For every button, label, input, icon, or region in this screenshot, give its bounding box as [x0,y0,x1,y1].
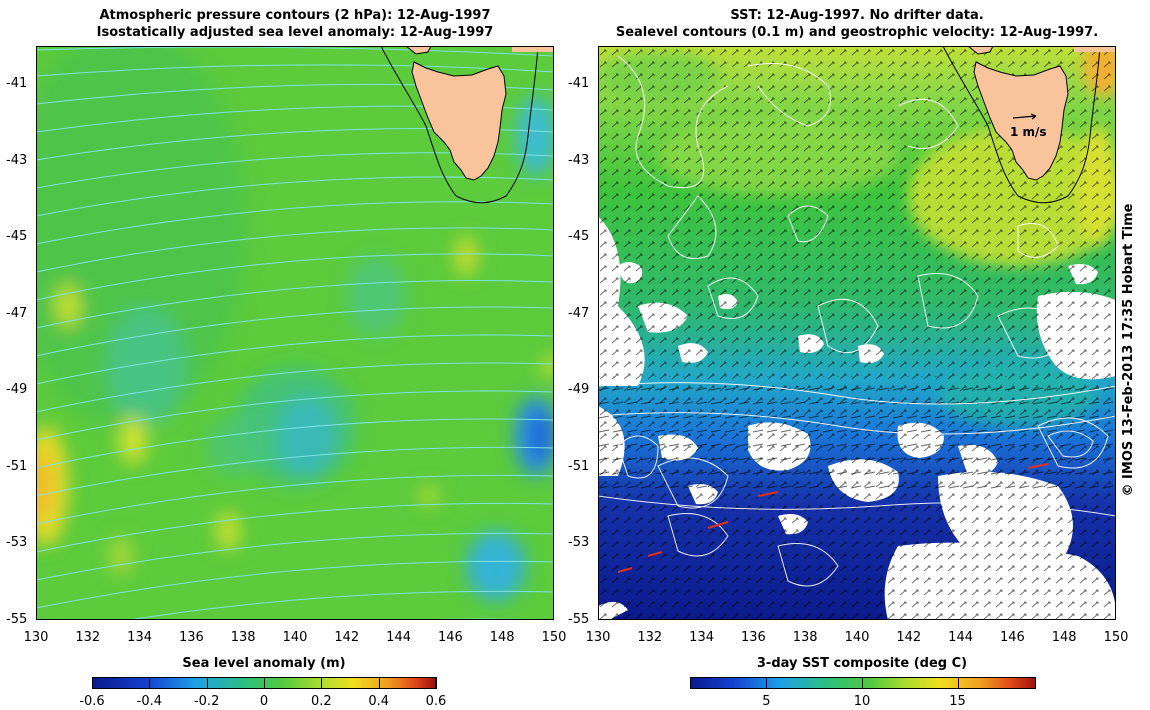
mainland-edge-right [967,46,994,55]
left-colorbar-tick-mark [436,677,437,689]
left-x-tick-label: 146 [437,630,463,645]
left-panel-title: Atmospheric pressure contours (2 hPa): 1… [36,7,554,41]
velocity-scale-arrow-icon [1012,113,1037,120]
sla-anomaly-patches [36,46,554,601]
sealevel-contours [598,55,1116,587]
left-colorbar-tick-mark [92,677,93,689]
left-title-line1: Atmospheric pressure contours (2 hPa): 1… [99,8,491,23]
left-colorbar-title: Sea level anomaly (m) [182,656,346,671]
right-colorbar-tick-label: 5 [762,694,771,709]
right-y-tick-label: -49 [568,382,590,398]
left-x-tick-label: 144 [386,630,411,645]
left-colorbar-tick-label: -0.2 [193,694,220,709]
right-x-tick-label: 130 [585,630,611,645]
left-x-tick-label: 130 [23,630,49,645]
right-x-tick-label: 142 [896,630,922,645]
mainland-edge-right-2 [1074,46,1116,52]
red-velocity-marks [617,463,1049,573]
left-colorbar-tick-label: -0.6 [79,694,105,709]
right-x-tick-label: 140 [844,630,870,645]
right-y-tick-label: -43 [568,152,590,168]
right-title-line1: SST: 12-Aug-1997. No drifter data. [730,8,984,23]
right-x-tick-label: 146 [999,630,1025,645]
velocity-arrows-strong [598,376,1116,496]
left-title-line2: Isostatically adjusted sea level anomaly… [96,25,494,40]
right-x-tick-label: 138 [792,630,818,645]
left-x-tick-label: 140 [282,630,308,645]
right-colorbar-tick-mark [862,677,863,689]
left-y-tick-label: -45 [6,229,28,245]
left-colorbar-tick-mark [149,677,151,689]
right-x-tick-label: 144 [948,630,973,645]
right-x-tick-label: 150 [1103,630,1129,645]
right-y-tick-label: -47 [568,305,590,321]
left-colorbar-tick-mark [206,677,208,689]
left-colorbar-tick-mark [321,677,323,689]
left-y-tick-label: -49 [6,382,28,398]
shelf-contour [380,46,539,204]
sea-level-anomaly-map[interactable] [36,46,554,620]
sst-map[interactable] [598,46,1116,620]
right-y-tick-label: -45 [568,229,590,245]
right-colorbar-tick-mark [766,677,768,689]
left-colorbar-tick-label: 0 [259,694,269,709]
velocity-scale-label: 1 m/s [1010,125,1047,139]
left-x-tick-label: 148 [489,630,515,645]
pressure-contours [36,46,554,620]
tasmania-land-right [973,61,1069,181]
left-colorbar-tick-label: -0.4 [136,694,163,709]
right-y-tick-label: -55 [568,612,590,627]
right-colorbar-tick-label: 15 [949,694,966,709]
left-x-tick-label: 150 [541,630,567,645]
left-colorbar-tick-mark [264,677,265,689]
right-y-tick-label: -53 [568,535,590,551]
left-x-tick-label: 132 [75,630,101,645]
left-y-tick-label: -55 [6,612,28,627]
right-x-tick-label: 132 [637,630,663,645]
left-y-tick-label: -51 [6,458,28,474]
right-title-line2: Sealevel contours (0.1 m) and geostrophi… [615,25,1099,40]
tasmania-land [411,61,507,181]
left-x-tick-label: 134 [127,630,152,645]
left-colorbar-tick-label: 0.4 [368,694,389,709]
right-panel-title: SST: 12-Aug-1997. No drifter data. Seale… [598,7,1116,41]
shelf-contour-right [942,46,1101,204]
right-colorbar-tick-mark [957,677,959,689]
left-x-tick-label: 138 [230,630,256,645]
mainland-edge [405,46,432,55]
imos-watermark: © IMOS 13-Feb-2013 17:35 Hobart Time [1121,203,1136,497]
left-colorbar-tick-label: 0.2 [310,694,332,709]
right-colorbar-title: 3-day SST composite (deg C) [756,656,968,671]
left-y-tick-label: -53 [6,535,28,551]
left-x-tick-label: 136 [178,630,204,645]
left-x-tick-label: 142 [334,630,360,645]
right-x-tick-label: 148 [1051,630,1077,645]
sla-map-svg [36,46,554,620]
left-y-tick-label: -43 [6,152,28,168]
right-x-tick-label: 134 [689,630,714,645]
sst-map-svg [598,46,1116,620]
left-colorbar-tick-mark [378,677,380,689]
right-colorbar-tick-label: 10 [853,694,871,709]
left-y-tick-label: -41 [6,76,28,92]
right-x-tick-label: 136 [740,630,766,645]
sst-colorbar [690,677,1036,689]
mainland-edge-2 [512,46,554,52]
left-colorbar-tick-label: 0.6 [425,694,447,709]
left-y-tick-label: -47 [6,305,28,321]
right-y-tick-label: -41 [568,76,590,92]
right-y-tick-label: -51 [568,458,590,474]
